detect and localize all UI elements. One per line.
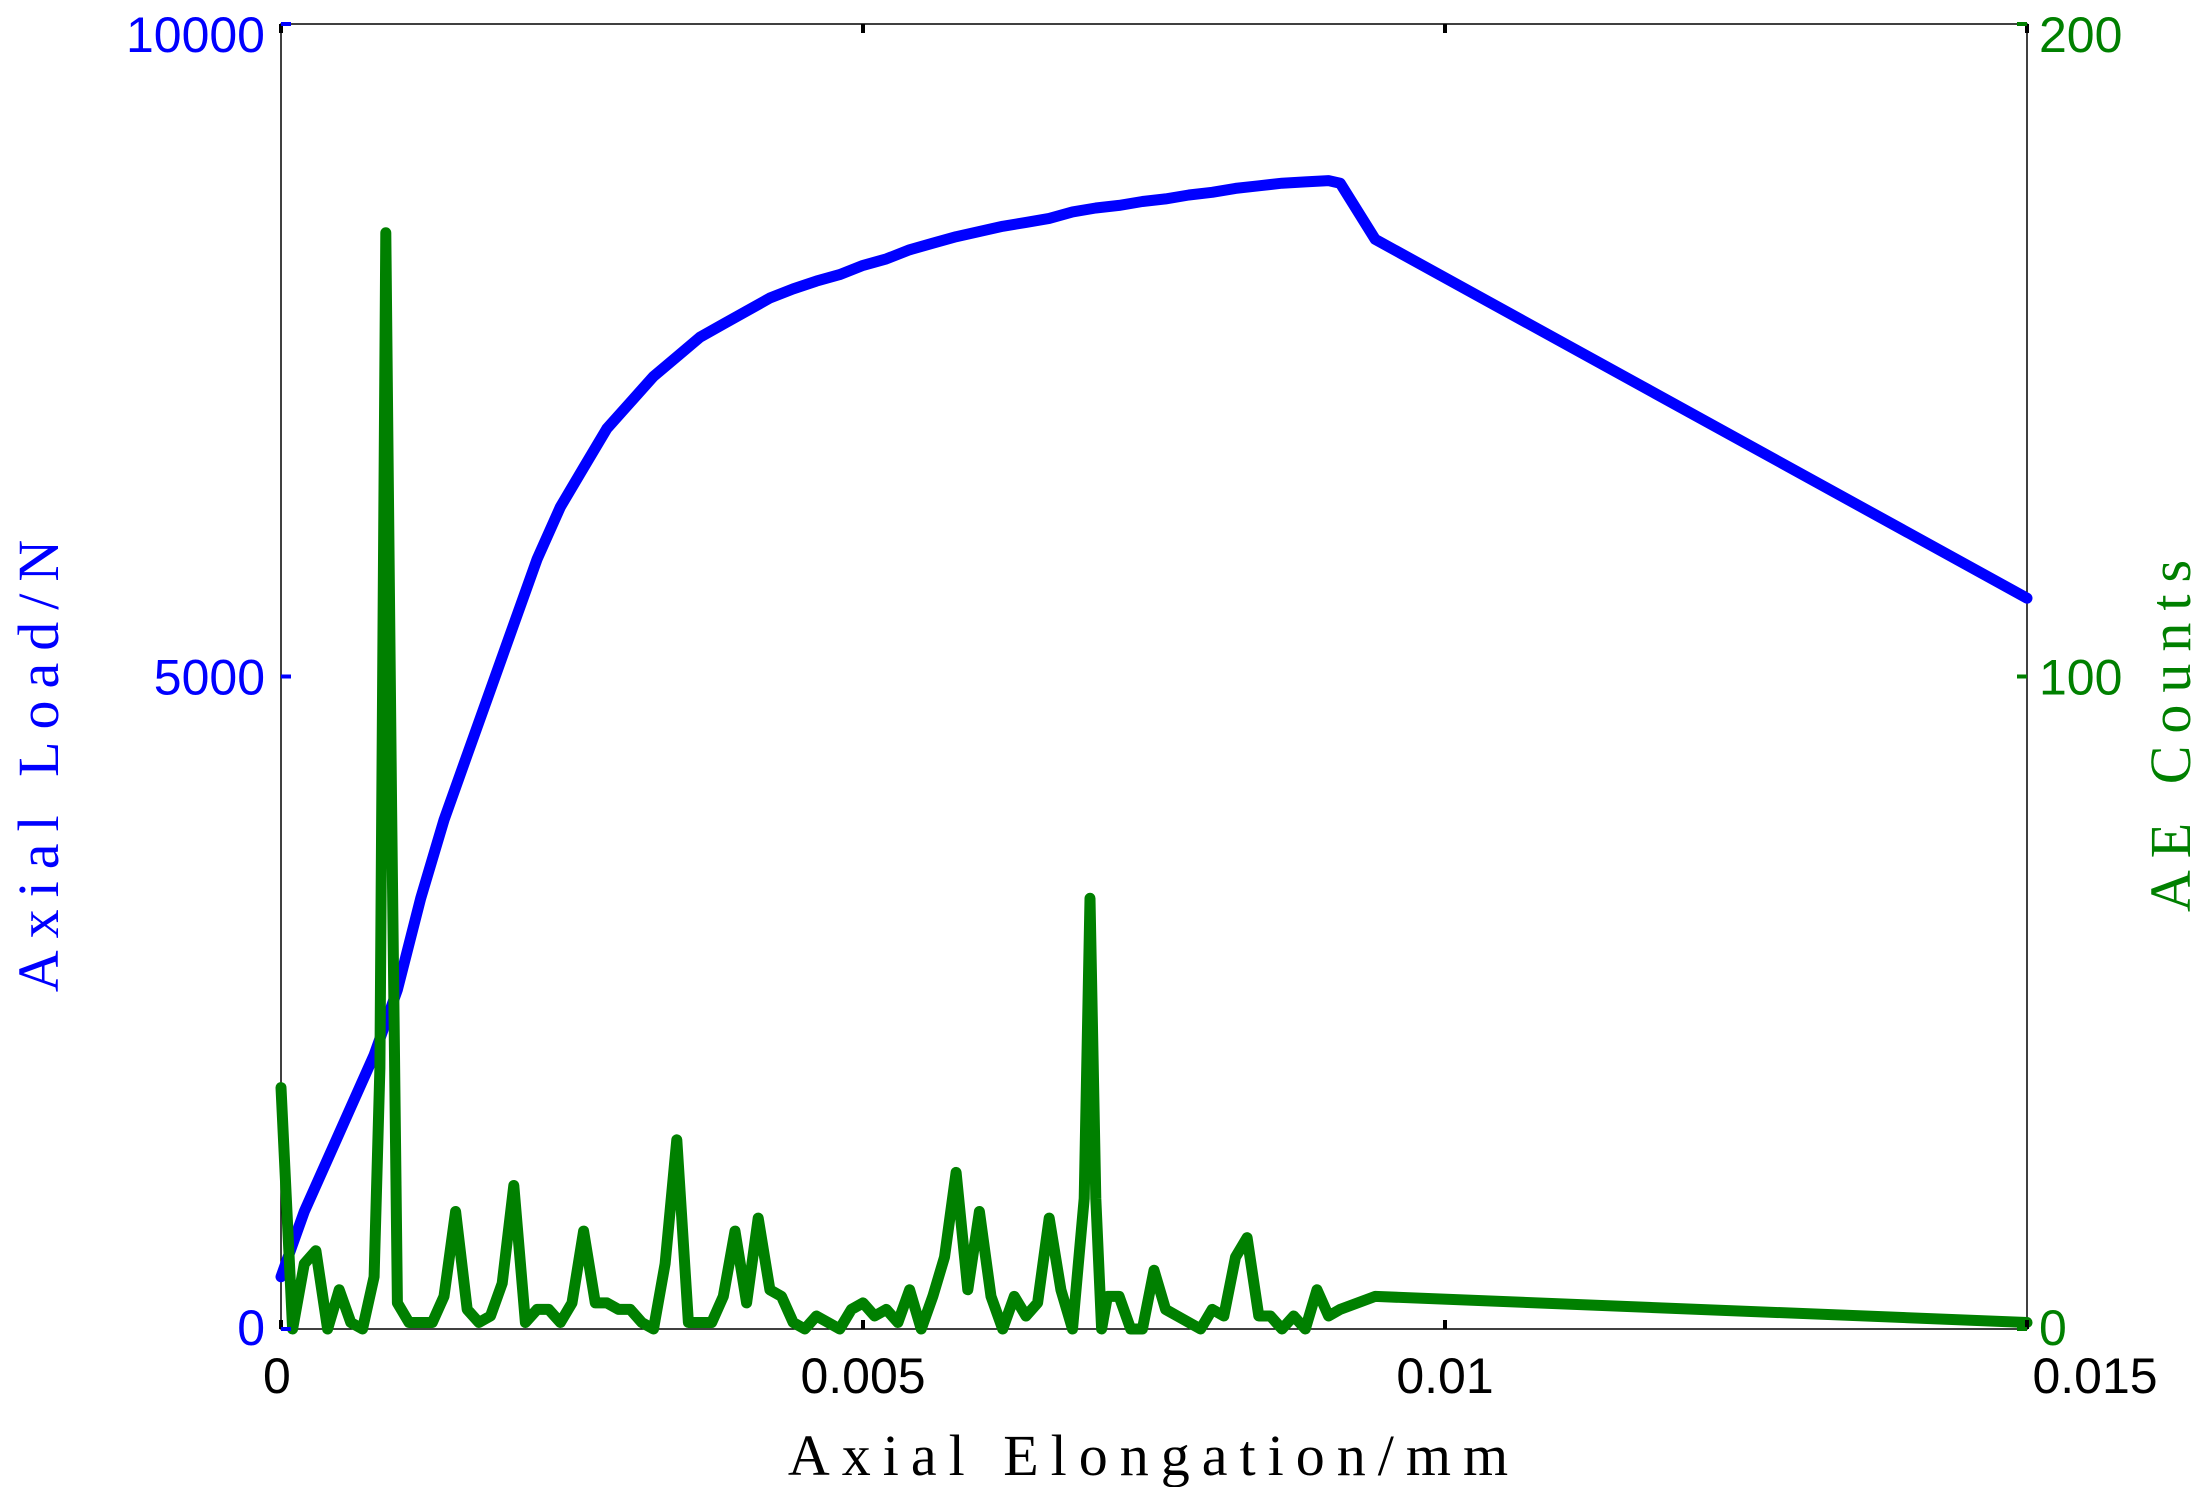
series-line-ae-counts: [275, 227, 2033, 1335]
plot-frame: [280, 23, 2028, 1330]
x-tick-label: 0.015: [2032, 1348, 2157, 1404]
x-tick-label: 0.01: [1396, 1348, 1493, 1404]
y-right-tick-label: 0: [2039, 1300, 2067, 1356]
y-left-tick-label: 5000: [154, 650, 265, 706]
y-right-tick-label: 200: [2039, 7, 2122, 63]
y-left-tick-label: 0: [237, 1300, 265, 1356]
x-axis-title: Axial Elongation/mm: [788, 1423, 1520, 1487]
series-layer: [275, 175, 2033, 1335]
y-right-tick-label: 100: [2039, 650, 2122, 706]
y-axis-left-title: Axial Load/N: [6, 528, 71, 993]
x-tick-label: 0.005: [800, 1348, 925, 1404]
series-line-axial-load: [275, 175, 2033, 1283]
y-left-tick-label: 10000: [126, 7, 265, 63]
x-tick-label: 0: [263, 1348, 291, 1404]
y-axis-right-title: AE Counts: [2138, 548, 2203, 912]
